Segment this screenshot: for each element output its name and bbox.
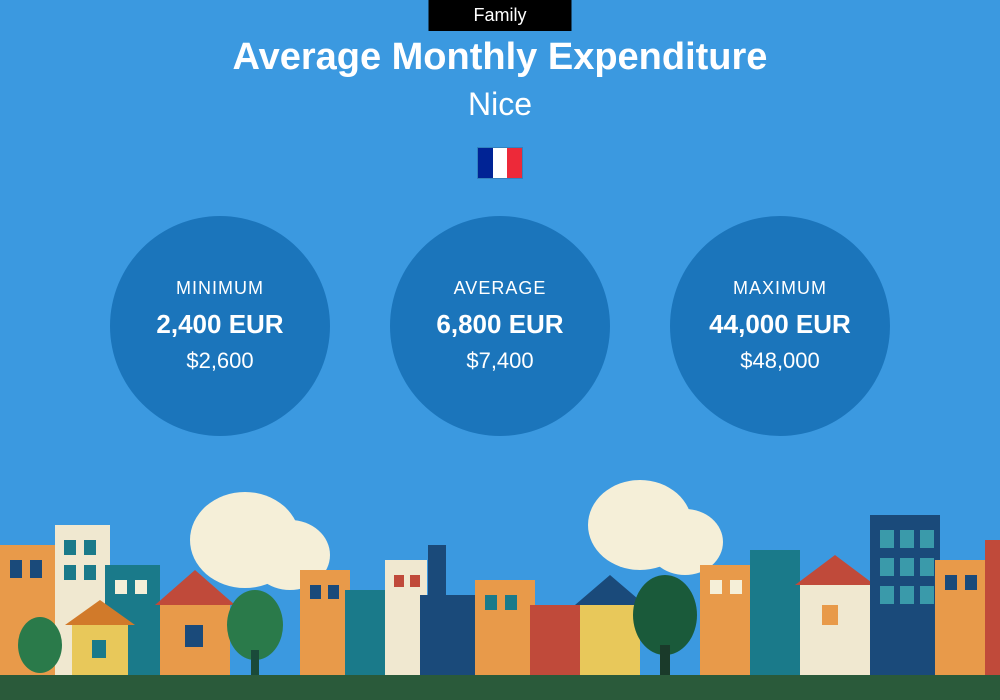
stat-usd-value: $7,400 (466, 348, 533, 374)
flag-stripe-red (507, 148, 522, 178)
category-badge: Family (429, 0, 572, 31)
page-title: Average Monthly Expenditure (0, 36, 1000, 79)
stat-maximum: MAXIMUM 44,000 EUR $48,000 (670, 216, 890, 436)
buildings (0, 515, 1000, 680)
stat-eur-value: 6,800 EUR (436, 309, 563, 340)
country-flag-icon (478, 148, 522, 178)
flag-stripe-blue (478, 148, 493, 178)
clouds (190, 480, 723, 590)
stat-label: MINIMUM (176, 278, 264, 299)
stat-label: MAXIMUM (733, 278, 827, 299)
stat-label: AVERAGE (454, 278, 547, 299)
stat-average: AVERAGE 6,800 EUR $7,400 (390, 216, 610, 436)
stat-eur-value: 2,400 EUR (156, 309, 283, 340)
stat-usd-value: $48,000 (740, 348, 820, 374)
city-name: Nice (0, 86, 1000, 123)
ground (0, 675, 1000, 700)
stat-minimum: MINIMUM 2,400 EUR $2,600 (110, 216, 330, 436)
stat-usd-value: $2,600 (186, 348, 253, 374)
stat-eur-value: 44,000 EUR (709, 309, 851, 340)
flag-stripe-white (493, 148, 508, 178)
stats-row: MINIMUM 2,400 EUR $2,600 AVERAGE 6,800 E… (0, 216, 1000, 436)
cityscape-illustration (0, 470, 1000, 700)
